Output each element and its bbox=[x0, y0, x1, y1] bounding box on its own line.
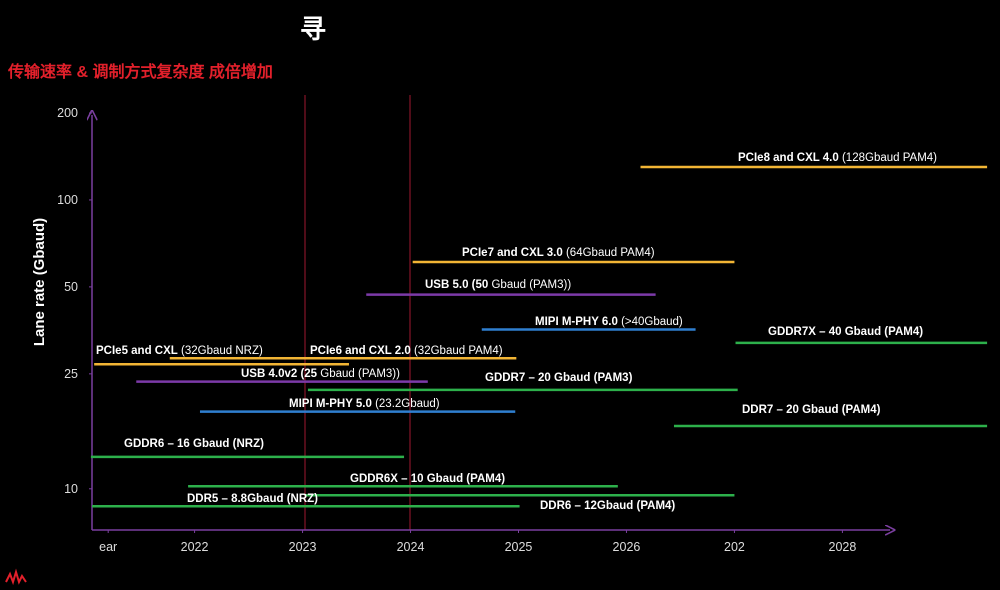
label-name: PCIe7 and CXL 3.0 bbox=[462, 247, 563, 259]
x-tick-label: 202 bbox=[724, 540, 745, 554]
label-name: PCIe8 and CXL 4.0 bbox=[738, 152, 839, 164]
label-name: DDR5 – 8.8Gbaud (NRZ) bbox=[187, 493, 318, 505]
roadmap-label: MIPI M-PHY 6.0 (>40Gbaud) bbox=[535, 316, 683, 328]
y-axis-label: Lane rate (Gbaud) bbox=[31, 218, 48, 346]
y-tick-label: 50 bbox=[64, 280, 78, 294]
x-tick-label: 2025 bbox=[505, 540, 533, 554]
y-tick-label: 10 bbox=[64, 482, 78, 496]
x-tick-label: ear bbox=[99, 540, 117, 554]
label-name: GDDR6 – 16 Gbaud (NRZ) bbox=[124, 438, 264, 450]
label-detail: (64Gbaud PAM4) bbox=[563, 247, 655, 259]
x-tick-label: 2023 bbox=[289, 540, 317, 554]
label-detail: Gbaud (PAM3)) bbox=[317, 368, 400, 380]
label-name: GDDR7 – 20 Gbaud (PAM3) bbox=[485, 372, 633, 384]
label-name: USB 5.0 (50 bbox=[425, 279, 488, 291]
label-name: MIPI M-PHY 5.0 bbox=[289, 398, 372, 410]
x-tick-label: 2024 bbox=[397, 540, 425, 554]
label-name: MIPI M-PHY 6.0 bbox=[535, 316, 618, 328]
label-name: USB 4.0v2 (25 bbox=[241, 368, 318, 380]
y-tick-label: 100 bbox=[57, 193, 78, 207]
label-name: PCIe5 and CXL bbox=[96, 345, 178, 357]
label-detail: (23.2Gbaud) bbox=[372, 398, 440, 410]
roadmap-label: DDR6 – 12Gbaud (PAM4) bbox=[540, 500, 675, 512]
roadmap-label: GDDR7X – 40 Gbaud (PAM4) bbox=[768, 326, 923, 338]
label-name: DDR6 – 12Gbaud (PAM4) bbox=[540, 500, 675, 512]
roadmap-label: PCIe8 and CXL 4.0 (128Gbaud PAM4) bbox=[738, 152, 937, 164]
label-name: GDDR6X – 10 Gbaud (PAM4) bbox=[350, 473, 505, 485]
label-detail: (>40Gbaud) bbox=[618, 316, 683, 328]
label-name: DDR7 – 20 Gbaud (PAM4) bbox=[742, 404, 881, 416]
roadmap-label: MIPI M-PHY 5.0 (23.2Gbaud) bbox=[289, 398, 440, 410]
x-tick-label: 2026 bbox=[613, 540, 641, 554]
label-detail: (32Gbaud NRZ) bbox=[178, 345, 263, 357]
roadmap-label: GDDR7 – 20 Gbaud (PAM3) bbox=[485, 372, 633, 384]
roadmap-label: USB 5.0 (50 Gbaud (PAM3)) bbox=[425, 279, 571, 291]
x-tick-label: 2022 bbox=[181, 540, 209, 554]
label-name: PCIe6 and CXL 2.0 bbox=[310, 345, 411, 357]
label-detail: (32Gbaud PAM4) bbox=[411, 345, 503, 357]
roadmap-label: PCIe5 and CXL (32Gbaud NRZ) bbox=[96, 345, 263, 357]
x-tick-label: 2028 bbox=[829, 540, 857, 554]
roadmap-label: PCIe6 and CXL 2.0 (32Gbaud PAM4) bbox=[310, 345, 503, 357]
y-tick-label: 200 bbox=[57, 106, 78, 120]
label-detail: Gbaud (PAM3)) bbox=[488, 279, 571, 291]
y-tick-label: 25 bbox=[64, 367, 78, 381]
subtitle: 传输速率 & 调制方式复杂度 成倍增加 bbox=[7, 62, 273, 81]
roadmap-label: USB 4.0v2 (25 Gbaud (PAM3)) bbox=[241, 368, 400, 380]
roadmap-label: DDR5 – 8.8Gbaud (NRZ) bbox=[187, 493, 318, 505]
label-name: GDDR7X – 40 Gbaud (PAM4) bbox=[768, 326, 923, 338]
logo bbox=[5, 568, 27, 586]
roadmap-label: PCIe7 and CXL 3.0 (64Gbaud PAM4) bbox=[462, 247, 655, 259]
label-detail: (128Gbaud PAM4) bbox=[839, 152, 937, 164]
roadmap-label: GDDR6X – 10 Gbaud (PAM4) bbox=[350, 473, 505, 485]
roadmap-label: GDDR6 – 16 Gbaud (NRZ) bbox=[124, 438, 264, 450]
roadmap-label: DDR7 – 20 Gbaud (PAM4) bbox=[742, 404, 881, 416]
title: 寻 bbox=[300, 14, 326, 44]
